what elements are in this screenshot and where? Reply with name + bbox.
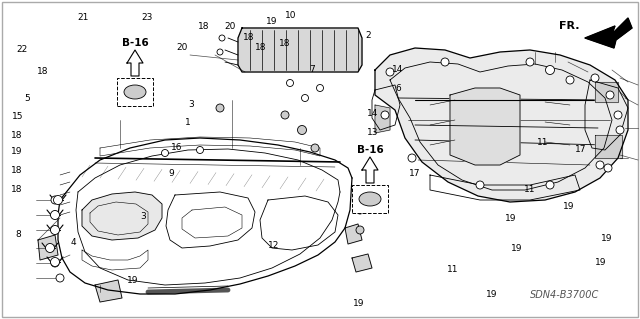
Text: B-16: B-16	[356, 145, 383, 155]
Circle shape	[356, 206, 364, 214]
Text: 16: 16	[171, 143, 182, 152]
Text: 8: 8	[15, 230, 20, 239]
Text: 22: 22	[16, 45, 28, 54]
Text: 18: 18	[198, 22, 209, 31]
Circle shape	[45, 243, 54, 253]
Circle shape	[51, 226, 60, 234]
Circle shape	[606, 91, 614, 99]
Circle shape	[51, 257, 60, 266]
Circle shape	[51, 211, 59, 219]
Circle shape	[219, 35, 225, 41]
Text: 10: 10	[285, 11, 297, 20]
Circle shape	[614, 111, 622, 119]
Circle shape	[317, 85, 323, 92]
Circle shape	[386, 68, 394, 76]
Circle shape	[311, 144, 319, 152]
Text: 18: 18	[255, 43, 267, 52]
Text: 2: 2	[365, 31, 371, 40]
Text: SDN4-B3700C: SDN4-B3700C	[530, 290, 599, 300]
Text: 5: 5	[24, 94, 29, 103]
Circle shape	[604, 164, 612, 172]
Polygon shape	[595, 82, 618, 102]
Text: FR.: FR.	[559, 21, 580, 31]
Text: 14: 14	[392, 65, 404, 74]
Text: 19: 19	[127, 276, 139, 285]
Text: 18: 18	[279, 39, 291, 48]
Circle shape	[301, 94, 308, 101]
Polygon shape	[362, 157, 378, 183]
Text: 4: 4	[71, 238, 76, 247]
Circle shape	[591, 74, 599, 82]
Circle shape	[196, 146, 204, 153]
Circle shape	[566, 76, 574, 84]
Text: 19: 19	[511, 244, 523, 253]
Circle shape	[356, 226, 364, 234]
Circle shape	[616, 126, 624, 134]
Polygon shape	[238, 28, 362, 72]
Text: 15: 15	[12, 112, 24, 121]
Circle shape	[51, 226, 59, 234]
FancyBboxPatch shape	[352, 185, 388, 213]
Text: 17: 17	[575, 145, 587, 154]
Circle shape	[526, 58, 534, 66]
Polygon shape	[585, 18, 632, 48]
Text: 19: 19	[353, 299, 364, 308]
Circle shape	[287, 79, 294, 86]
Circle shape	[51, 196, 59, 204]
Text: 14: 14	[367, 109, 378, 118]
Text: 19: 19	[486, 290, 497, 299]
Polygon shape	[82, 192, 162, 240]
Ellipse shape	[359, 192, 381, 206]
Circle shape	[281, 111, 289, 119]
Text: 12: 12	[268, 241, 280, 250]
Circle shape	[161, 150, 168, 157]
Text: 18: 18	[36, 67, 48, 76]
Text: 21: 21	[77, 13, 89, 22]
Text: 9: 9	[169, 169, 174, 178]
Circle shape	[56, 274, 64, 282]
Polygon shape	[595, 135, 622, 158]
Circle shape	[54, 196, 63, 204]
Polygon shape	[345, 224, 362, 244]
Polygon shape	[375, 48, 628, 202]
Text: 17: 17	[409, 169, 420, 178]
Circle shape	[51, 211, 60, 219]
Circle shape	[441, 58, 449, 66]
Text: 13: 13	[367, 128, 378, 137]
Text: 18: 18	[11, 166, 22, 175]
Text: 7: 7	[310, 65, 315, 74]
Text: 23: 23	[141, 13, 153, 22]
Text: B-16: B-16	[122, 38, 148, 48]
Circle shape	[596, 161, 604, 169]
Text: 1: 1	[185, 118, 190, 127]
Polygon shape	[375, 105, 390, 133]
Circle shape	[381, 111, 389, 119]
Circle shape	[545, 65, 554, 75]
Polygon shape	[95, 280, 122, 302]
Text: 19: 19	[563, 202, 574, 211]
Text: 18: 18	[11, 185, 22, 194]
Text: 19: 19	[266, 17, 278, 26]
Polygon shape	[352, 254, 372, 272]
Text: 20: 20	[177, 43, 188, 52]
Text: 3: 3	[188, 100, 193, 109]
Text: 6: 6	[396, 84, 401, 93]
Ellipse shape	[124, 85, 146, 99]
Circle shape	[51, 259, 59, 267]
Circle shape	[546, 181, 554, 189]
Circle shape	[46, 244, 54, 252]
Text: 11: 11	[447, 265, 459, 274]
Circle shape	[217, 49, 223, 55]
Circle shape	[408, 154, 416, 162]
Text: 11: 11	[537, 138, 548, 147]
FancyBboxPatch shape	[117, 78, 153, 106]
Circle shape	[216, 104, 224, 112]
Circle shape	[476, 181, 484, 189]
Text: 19: 19	[505, 214, 516, 223]
Text: 20: 20	[225, 22, 236, 31]
Circle shape	[298, 125, 307, 135]
Text: 3: 3	[141, 212, 146, 221]
Text: 18: 18	[243, 33, 254, 42]
Text: 19: 19	[601, 234, 612, 243]
